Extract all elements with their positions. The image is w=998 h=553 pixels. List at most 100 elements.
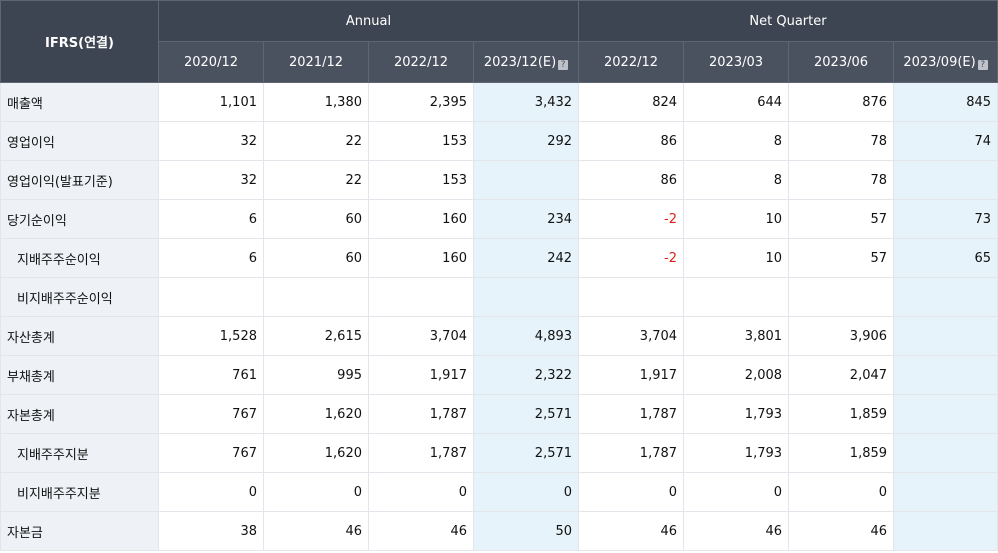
value-cell: 46 xyxy=(368,511,474,551)
value-cell: 234 xyxy=(472,199,580,239)
net-quarter-group-header: Net Quarter xyxy=(578,0,998,42)
table-row: 비지배주주지분 0 0 0 0 0 0 0 xyxy=(0,472,998,512)
value-cell: 8 xyxy=(683,160,790,200)
value-cell: 1,380 xyxy=(263,82,369,122)
value-cell: 3,801 xyxy=(683,316,790,356)
value-cell: 3,432 xyxy=(472,82,580,122)
value-cell: 1,787 xyxy=(368,433,474,473)
value-cell: 1,859 xyxy=(788,433,895,473)
value-cell: 1,787 xyxy=(578,433,685,473)
value-cell: 86 xyxy=(578,121,685,161)
value-cell: 1,620 xyxy=(263,433,369,473)
value-cell: 10 xyxy=(683,199,790,239)
value-cell: 22 xyxy=(263,160,369,200)
value-cell xyxy=(893,394,998,434)
value-cell: 0 xyxy=(472,472,580,512)
ifrs-basis-header: IFRS(연결) xyxy=(0,0,159,83)
value-cell xyxy=(893,277,998,317)
period-label: 2022/12 xyxy=(393,54,448,70)
value-cell: 78 xyxy=(788,160,895,200)
value-cell: 0 xyxy=(263,472,369,512)
table-row: 지배주주순이익 6 60 160 242 -2 10 57 65 xyxy=(0,238,998,278)
period-header: 2023/12(E)? xyxy=(472,41,580,83)
value-cell: 0 xyxy=(788,472,895,512)
period-header: 2022/12 xyxy=(368,41,474,83)
value-cell xyxy=(472,277,580,317)
value-cell: 10 xyxy=(683,238,790,278)
value-cell xyxy=(893,472,998,512)
row-label: 비지배주주지분 xyxy=(0,472,159,512)
value-cell: 8 xyxy=(683,121,790,161)
period-header: 2022/12 xyxy=(578,41,685,83)
period-label: 2023/09(E) xyxy=(903,54,976,70)
period-header-row: 2020/12 2021/12 2022/12 2023/12(E)? 2022/12 2… xyxy=(1,41,998,83)
value-cell: 38 xyxy=(158,511,264,551)
annual-group-header: Annual xyxy=(157,0,580,42)
value-cell xyxy=(893,511,998,551)
value-cell: 46 xyxy=(683,511,790,551)
table-body: 매출액 1,101 1,380 2,395 3,432 824 644 876 845 영업이익 3… xyxy=(0,82,998,551)
row-label: 비지배주주순이익 xyxy=(0,277,159,317)
value-cell xyxy=(263,277,369,317)
row-label: 지배주주지분 xyxy=(0,433,159,473)
value-cell: 767 xyxy=(158,433,264,473)
value-cell: 160 xyxy=(368,238,474,278)
period-label: 2022/12 xyxy=(604,54,659,70)
row-label: 자산총계 xyxy=(0,316,159,356)
value-cell xyxy=(472,160,580,200)
value-cell: 65 xyxy=(893,238,998,278)
period-label: 2021/12 xyxy=(288,54,343,70)
value-cell xyxy=(893,355,998,395)
value-cell: 644 xyxy=(683,82,790,122)
estimate-help-icon[interactable]: ? xyxy=(977,59,988,70)
value-cell: 767 xyxy=(158,394,264,434)
estimate-help-icon[interactable]: ? xyxy=(558,59,569,70)
value-cell: 3,906 xyxy=(788,316,895,356)
value-cell: 3,704 xyxy=(578,316,685,356)
value-cell: 1,917 xyxy=(578,355,685,395)
period-header: 2020/12 xyxy=(158,41,264,83)
value-cell: 845 xyxy=(893,82,998,122)
period-header: 2023/09(E)? xyxy=(893,41,998,83)
period-label: 2020/12 xyxy=(183,54,238,70)
value-cell: 50 xyxy=(472,511,580,551)
value-cell: 1,917 xyxy=(368,355,474,395)
value-cell: 995 xyxy=(263,355,369,395)
value-cell: 1,787 xyxy=(578,394,685,434)
table-row: 영업이익(발표기준) 32 22 153 86 8 78 xyxy=(0,160,998,200)
value-cell: 761 xyxy=(158,355,264,395)
value-cell: 22 xyxy=(263,121,369,161)
value-cell: 6 xyxy=(158,238,264,278)
value-cell xyxy=(158,277,264,317)
value-cell: 876 xyxy=(788,82,895,122)
value-cell: -2 xyxy=(578,238,685,278)
row-label: 지배주주순이익 xyxy=(0,238,159,278)
value-cell xyxy=(893,433,998,473)
value-cell: 1,528 xyxy=(158,316,264,356)
period-label: 2023/06 xyxy=(814,54,869,70)
value-cell xyxy=(893,316,998,356)
value-cell: 153 xyxy=(368,121,474,161)
value-cell: 0 xyxy=(158,472,264,512)
value-cell: 0 xyxy=(368,472,474,512)
value-cell: 57 xyxy=(788,238,895,278)
value-cell: 2,322 xyxy=(472,355,580,395)
value-cell: 46 xyxy=(578,511,685,551)
value-cell: 46 xyxy=(263,511,369,551)
row-label: 당기순이익 xyxy=(0,199,159,239)
table-row: 비지배주주순이익 xyxy=(0,277,998,317)
value-cell: 0 xyxy=(578,472,685,512)
value-cell: 86 xyxy=(578,160,685,200)
value-cell xyxy=(368,277,474,317)
value-cell xyxy=(578,277,685,317)
value-cell: 6 xyxy=(158,199,264,239)
value-cell: 292 xyxy=(472,121,580,161)
value-cell: -2 xyxy=(578,199,685,239)
value-cell: 78 xyxy=(788,121,895,161)
table-row: 당기순이익 6 60 160 234 -2 10 57 73 xyxy=(0,199,998,239)
value-cell: 57 xyxy=(788,199,895,239)
table-row: 자본총계 767 1,620 1,787 2,571 1,787 1,793 1,859 xyxy=(0,394,998,434)
table-row: 자산총계 1,528 2,615 3,704 4,893 3,704 3,801 3,906 xyxy=(0,316,998,356)
row-label: 영업이익 xyxy=(0,121,159,161)
